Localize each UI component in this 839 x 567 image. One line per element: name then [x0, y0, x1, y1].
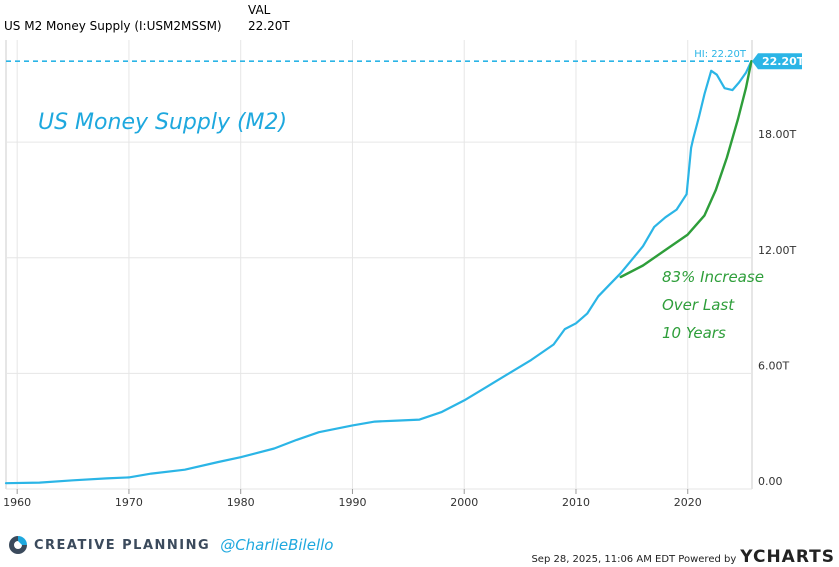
y-tick-label: 6.00T — [758, 359, 789, 372]
footer-timestamp: Sep 28, 2025, 11:06 AM EDT Powered by — [531, 554, 737, 565]
x-tick-label: 2000 — [450, 496, 478, 509]
annotation-line: 10 Years — [662, 324, 726, 342]
annotation-text: 83% Increase Over Last 10 Years — [662, 268, 764, 342]
annotation-line: 83% Increase — [662, 268, 764, 286]
last-value-label: 22.20T — [762, 55, 805, 68]
footer: Sep 28, 2025, 11:06 AM EDT Powered by YC… — [531, 547, 835, 567]
y-tick-label: 12.00T — [758, 244, 796, 257]
x-tick-label: 2020 — [674, 496, 702, 509]
y-axis: 0.00 6.00T 12.00T 18.00T — [758, 128, 796, 488]
ycharts-logo: YCHARTS — [740, 547, 835, 567]
brand-name: CREATIVE PLANNING — [34, 537, 211, 553]
value-column-header: VAL — [248, 3, 271, 17]
brand-block: CREATIVE PLANNING @CharlieBilello — [8, 535, 333, 555]
x-tick-label: 1980 — [227, 496, 255, 509]
m2-line-chart: 1960 1970 1980 1990 2000 2010 2020 0.00 6.00T 12… — [3, 40, 805, 509]
last-value-badge-shape — [752, 53, 802, 70]
x-tick-label: 1960 — [3, 496, 31, 509]
m2-series-line — [4, 60, 753, 485]
x-tick-label: 1970 — [115, 496, 143, 509]
y-tick-label: 18.00T — [758, 128, 796, 141]
x-axis: 1960 1970 1980 1990 2000 2010 2020 — [3, 489, 702, 509]
trend-annotation-line — [619, 60, 753, 279]
annotation-line: Over Last — [662, 296, 735, 314]
series-name: US M2 Money Supply (I:USM2MSSM) — [4, 19, 222, 33]
y-tick-label: 0.00 — [758, 475, 783, 488]
high-label: HI: 22.20T — [694, 49, 747, 60]
series-lines — [4, 60, 753, 485]
chart-title: US Money Supply (M2) — [38, 110, 287, 135]
high-marker: HI: 22.20T — [6, 49, 752, 62]
grid-lines — [5, 40, 753, 490]
last-value-badge: 22.20T — [752, 53, 805, 70]
creative-planning-logo-icon — [9, 536, 27, 554]
author-handle: @CharlieBilello — [220, 536, 334, 554]
series-value: 22.20T — [248, 19, 290, 33]
x-tick-label: 2010 — [562, 496, 590, 509]
x-tick-label: 1990 — [338, 496, 366, 509]
